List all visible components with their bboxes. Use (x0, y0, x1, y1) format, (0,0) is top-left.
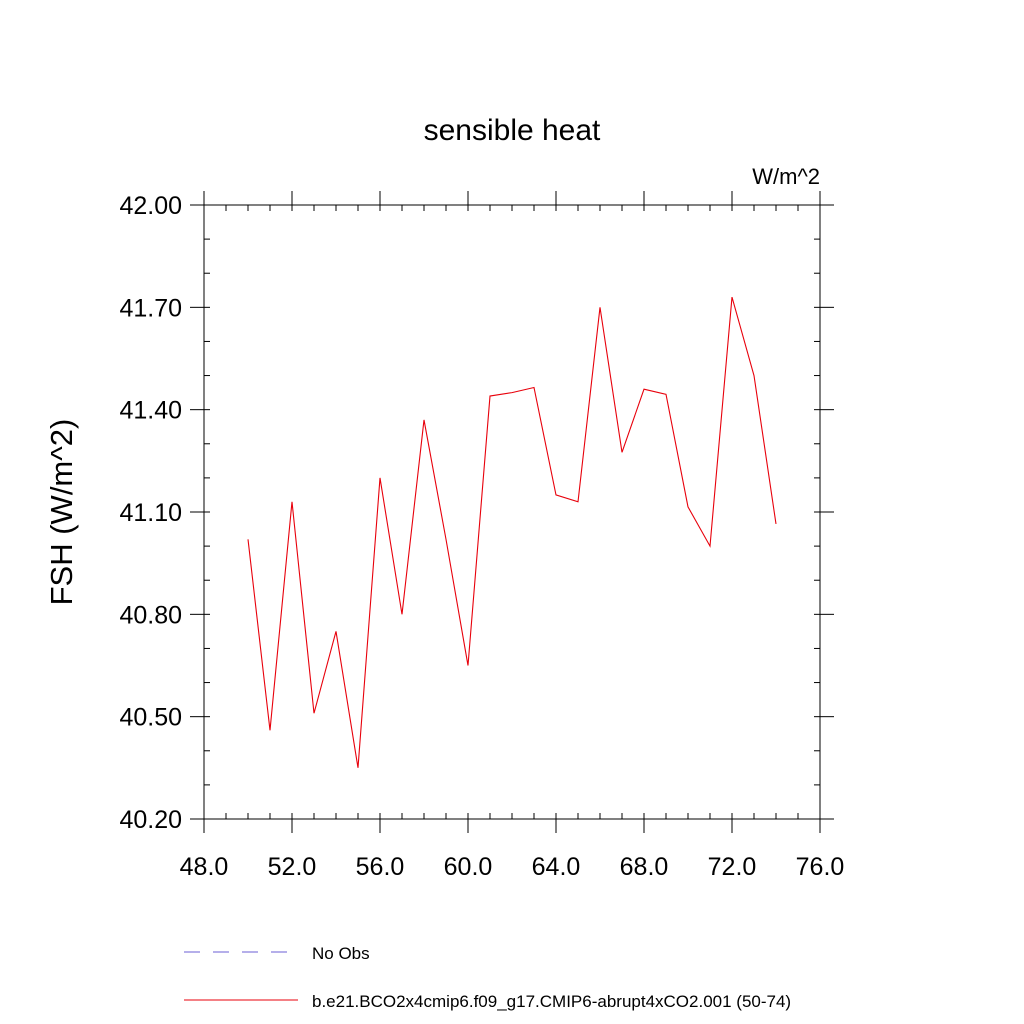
x-tick-label: 72.0 (708, 853, 757, 881)
units-label: W/m^2 (752, 164, 820, 189)
series-line (247, 296, 777, 768)
y-tick-label: 40.50 (119, 704, 182, 732)
legend-label: No Obs (312, 944, 370, 963)
plot-frame (203, 204, 821, 820)
legend-label: b.e21.BCO2x4cmip6.f09_g17.CMIP6-abrupt4x… (312, 992, 791, 1011)
chart-title: sensible heat (424, 114, 601, 147)
x-tick-label: 64.0 (532, 853, 581, 881)
y-tick-label: 40.80 (119, 601, 182, 629)
y-tick-label: 41.40 (119, 397, 182, 425)
x-tick-label: 76.0 (796, 853, 845, 881)
legend: No Obs b.e21.BCO2x4cmip6.f09_g17.CMIP6-ab… (184, 944, 791, 1011)
x-tick-label: 52.0 (268, 853, 317, 881)
y-tick-label: 42.00 (119, 192, 182, 220)
plot-area: 48.0 52.0 56.0 60.0 64.0 68.0 72.0 76.0 40.20 40.… (119, 191, 844, 881)
y-tick-label: 41.10 (119, 499, 182, 527)
x-tick-label: 60.0 (444, 853, 493, 881)
y-tick-label: 40.20 (119, 806, 182, 834)
x-tick-label: 68.0 (620, 853, 669, 881)
y-tick-label: 41.70 (119, 294, 182, 322)
y-axis-label: FSH (W/m^2) (44, 419, 79, 606)
x-tick-label: 48.0 (180, 853, 229, 881)
x-tick-label: 56.0 (356, 853, 405, 881)
